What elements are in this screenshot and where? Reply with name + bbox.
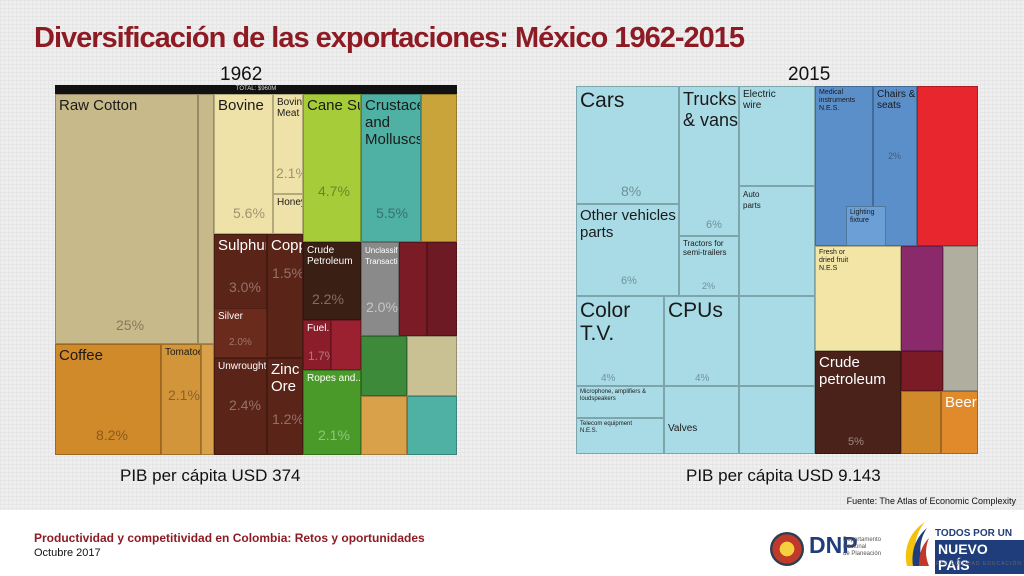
tile-color-tv: Color T.V. 4% bbox=[576, 296, 664, 386]
year-1962-label: 1962 bbox=[220, 64, 263, 85]
tile-beer: Beer bbox=[941, 391, 978, 454]
footer-title: Productividad y competitividad en Colomb… bbox=[34, 531, 425, 545]
dnp-subtitle: Departamento Nacional de Planeación bbox=[843, 537, 882, 557]
tile-ropes: Ropes and... 2.1% bbox=[303, 370, 361, 455]
treemap-2015: Cars 8% Trucks & vans 6% Electric wire Aut… bbox=[576, 86, 978, 454]
tile-machinery-misc bbox=[739, 386, 815, 454]
tile-chem bbox=[331, 320, 361, 370]
tile-misc-green bbox=[361, 336, 407, 396]
dnp-logo-text: DNP bbox=[809, 532, 858, 558]
tile-microphones: Microphone, amplifiers & loudspeakers bbox=[576, 386, 664, 418]
tile-bovine: Bovine 5.6% bbox=[214, 94, 273, 234]
tile-copper: Copper1.5% bbox=[267, 234, 303, 358]
tile-telecom: Telecom equipment N.E.S. bbox=[576, 418, 664, 454]
tile-purple bbox=[901, 246, 943, 351]
tile-electric-wire: Electric wire bbox=[739, 86, 815, 186]
tile-misc-red2 bbox=[427, 242, 457, 336]
tile-other-vehicle-parts: Other vehicles parts 6% bbox=[576, 204, 679, 296]
tile-agave-fibers bbox=[198, 94, 214, 344]
tile-honey: Honey bbox=[273, 194, 303, 234]
tile-fuel: Fuel...1.7% bbox=[303, 320, 331, 370]
treemap-1962-total: TOTAL: $960M bbox=[55, 85, 457, 94]
footer-date: Octubre 2017 bbox=[34, 547, 101, 559]
pib-1962: PIB per cápita USD 374 bbox=[120, 466, 301, 485]
tile-chairs: Chairs & seats 2% bbox=[873, 86, 917, 246]
tile-crude-petroleum-1962: Crude Petroleum 2.2% bbox=[303, 242, 361, 320]
tile-coffee: Coffee 8.2% bbox=[55, 344, 161, 455]
flag-swoosh-icon bbox=[905, 522, 929, 566]
tile-raw-cotton: Raw Cotton 25% bbox=[55, 94, 198, 344]
tile-cane-sugar: Cane Sugar4.7% bbox=[303, 94, 361, 242]
tile-auto-parts: Auto parts bbox=[739, 186, 815, 296]
tile-tomatoes: Tomatoes2.1% bbox=[161, 344, 201, 455]
pib-2015: PIB per cápita USD 9.143 bbox=[686, 466, 881, 485]
gov-slogan-top: TODOS POR UN bbox=[935, 528, 1013, 539]
tile-misc-teal bbox=[407, 396, 457, 455]
tile-misc-beige bbox=[407, 336, 457, 396]
tile-lighting: Lighting fixture bbox=[846, 206, 886, 246]
tile-misc-red bbox=[399, 242, 427, 336]
tile-trucks: Trucks & vans 6% bbox=[679, 86, 739, 236]
tile-cpus: CPUs 4% bbox=[664, 296, 739, 386]
tile-misc-veg bbox=[201, 344, 214, 455]
gov-slogan-main: NUEVO PAÍS bbox=[935, 540, 1024, 574]
gov-slogan-bottom: PAZ EQUIDAD EDUCACIÓN bbox=[936, 561, 1022, 567]
tile-misc-agri bbox=[421, 94, 457, 242]
tile-crude-petroleum-2015: Crude petroleum 5% bbox=[815, 351, 901, 454]
tile-valves: Valves bbox=[664, 386, 739, 454]
tile-cars: Cars 8% bbox=[576, 86, 679, 204]
tile-fruit: Fresh or dried fruit N.E.S bbox=[815, 246, 901, 351]
tile-red-cluster bbox=[917, 86, 978, 246]
tile-zinc-ore: Zinc Ore 1.2% bbox=[267, 358, 303, 455]
tile-tractors: Tractors for semi-trailers 2% bbox=[679, 236, 739, 296]
dnp-seal-icon bbox=[770, 532, 804, 566]
tile-electronics-misc bbox=[739, 296, 815, 386]
tile-unwrought-lead: Unwrought Lead2.4% bbox=[214, 358, 267, 455]
slide-title: Diversificación de las exportaciones: Mé… bbox=[34, 22, 745, 54]
tile-silver: Silver 2.0% bbox=[214, 308, 267, 358]
tile-misc-orange bbox=[361, 396, 407, 455]
source-note: Fuente: The Atlas of Economic Complexity bbox=[846, 496, 1016, 506]
tile-darkred bbox=[901, 351, 943, 391]
footer bbox=[0, 510, 1024, 576]
tile-unclassified: Unclassified Transactions2.0% bbox=[361, 242, 399, 336]
tile-grey bbox=[943, 246, 978, 391]
tile-orange bbox=[901, 391, 941, 454]
year-2015-label: 2015 bbox=[788, 64, 831, 85]
